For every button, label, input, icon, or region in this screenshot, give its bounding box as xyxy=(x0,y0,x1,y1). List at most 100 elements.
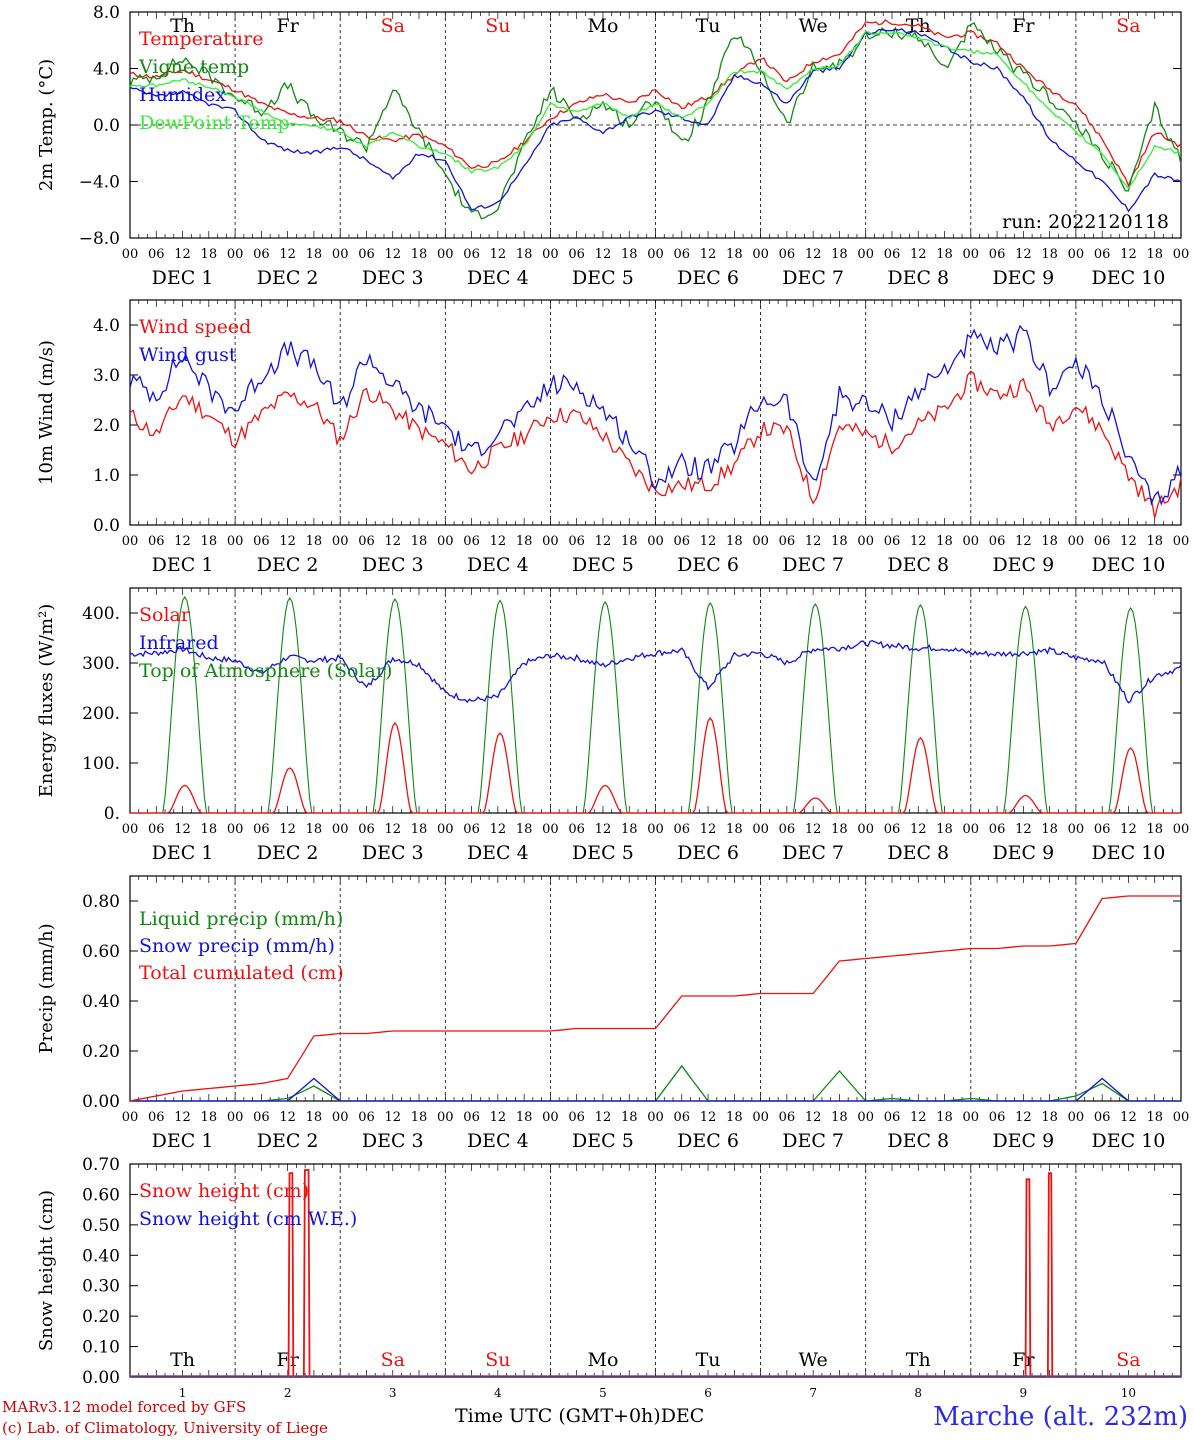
station-label: Marche (alt. 232m) xyxy=(933,1402,1188,1432)
hour-label: 06 xyxy=(148,534,165,549)
hour-label: 06 xyxy=(779,822,796,837)
hour-label: 12 xyxy=(384,247,401,262)
hour-label: 18 xyxy=(936,822,953,837)
day-number-label: 6 xyxy=(704,1386,712,1400)
hour-label: 18 xyxy=(726,1110,743,1125)
y-tick-label: 4.0 xyxy=(93,60,120,80)
hour-label: 18 xyxy=(201,247,218,262)
hour-label: 00 xyxy=(542,247,559,262)
series-line xyxy=(129,19,1182,188)
hour-label: 18 xyxy=(831,1110,848,1125)
run-label: run: 2022120118 xyxy=(1002,211,1169,233)
hour-label: 00 xyxy=(963,822,980,837)
date-label: DEC 8 xyxy=(887,267,949,289)
y-axis-label: 10m Wind (m/s) xyxy=(36,340,57,485)
snow-spike xyxy=(287,1172,295,1378)
day-name: Tu xyxy=(696,1349,721,1371)
day-name: We xyxy=(799,15,828,37)
hour-label: 18 xyxy=(831,822,848,837)
date-label: DEC 10 xyxy=(1092,554,1166,576)
legend-entry: DewPoint Temp xyxy=(139,112,290,134)
hour-label: 18 xyxy=(1041,534,1058,549)
hour-label: 18 xyxy=(411,822,428,837)
hour-label: 18 xyxy=(936,1110,953,1125)
hour-label: 06 xyxy=(358,247,375,262)
day-number-label: 1 xyxy=(179,1386,187,1400)
hour-label: 00 xyxy=(122,822,139,837)
hour-label: 06 xyxy=(884,822,901,837)
hour-label: 06 xyxy=(568,822,585,837)
day-name: Fr xyxy=(277,15,300,37)
hour-label: 18 xyxy=(201,822,218,837)
date-label: DEC 10 xyxy=(1092,842,1166,864)
hour-label: 18 xyxy=(1041,1110,1058,1125)
hour-label: 00 xyxy=(1068,822,1085,837)
hour-label: 18 xyxy=(621,1110,638,1125)
legend-entry: Liquid precip (mm/h) xyxy=(139,908,343,930)
legend-entry: Humidex xyxy=(139,84,226,106)
hour-label: 12 xyxy=(910,1110,927,1125)
hour-label: 06 xyxy=(1094,822,1111,837)
y-tick-label: −4.0 xyxy=(79,173,120,193)
hour-label: 12 xyxy=(1120,247,1137,262)
day-number-label: 10 xyxy=(1121,1386,1136,1400)
date-label: DEC 3 xyxy=(362,554,424,576)
hour-label: 12 xyxy=(1120,822,1137,837)
hour-label: 18 xyxy=(726,822,743,837)
date-label: DEC 5 xyxy=(572,267,634,289)
hour-label: 00 xyxy=(857,1110,874,1125)
hour-label: 06 xyxy=(358,534,375,549)
y-tick-label: 0.40 xyxy=(82,1246,120,1266)
hour-label: 12 xyxy=(279,822,296,837)
hour-label: 18 xyxy=(411,534,428,549)
hour-label: 06 xyxy=(779,534,796,549)
hour-label: 00 xyxy=(437,534,454,549)
hour-label: 00 xyxy=(857,822,874,837)
hour-label: 06 xyxy=(884,534,901,549)
hour-label: 00 xyxy=(1068,247,1085,262)
y-tick-label: 0.20 xyxy=(82,1307,120,1327)
hour-label: 00 xyxy=(857,247,874,262)
hour-label: 18 xyxy=(831,247,848,262)
hour-label: 18 xyxy=(936,247,953,262)
hour-label: 00 xyxy=(332,822,349,837)
hour-label: 00 xyxy=(752,1110,769,1125)
y-tick-label: 1.0 xyxy=(93,466,120,486)
panel-frame xyxy=(129,587,1182,814)
date-label: DEC 9 xyxy=(992,1130,1054,1152)
series-line xyxy=(129,22,1182,220)
hour-label: 12 xyxy=(910,247,927,262)
date-label: DEC 2 xyxy=(257,554,319,576)
hour-label: 12 xyxy=(700,534,717,549)
y-tick-label: 300. xyxy=(82,654,120,674)
date-label: DEC 1 xyxy=(152,267,214,289)
hour-label: 06 xyxy=(989,1110,1006,1125)
hour-label: 06 xyxy=(674,247,691,262)
hour-label: 06 xyxy=(1094,534,1111,549)
hour-label: 00 xyxy=(437,247,454,262)
day-name: Fr xyxy=(1012,1349,1035,1371)
hour-label: 18 xyxy=(831,534,848,549)
hour-label: 00 xyxy=(332,1110,349,1125)
time-axis-label: Time UTC (GMT+0h)DEC xyxy=(455,1405,704,1427)
hour-label: 18 xyxy=(306,247,323,262)
hour-label: 06 xyxy=(148,822,165,837)
legend-entry: Wind gust xyxy=(139,344,237,366)
hour-label: 00 xyxy=(752,247,769,262)
y-tick-label: 0.40 xyxy=(82,992,120,1012)
hour-label: 12 xyxy=(174,822,191,837)
series-line xyxy=(129,28,1182,213)
hour-label: 06 xyxy=(253,1110,270,1125)
day-name: Sa xyxy=(1116,15,1140,37)
hour-label: 06 xyxy=(1094,247,1111,262)
day-name: Th xyxy=(906,1349,931,1371)
hour-label: 00 xyxy=(647,247,664,262)
hour-label: 18 xyxy=(1146,822,1163,837)
hour-label: 18 xyxy=(726,534,743,549)
legend-entry: Total cumulated (cm) xyxy=(139,962,344,984)
hour-label: 18 xyxy=(1146,534,1163,549)
snow-spike xyxy=(1024,1178,1032,1378)
hour-label: 00 xyxy=(1173,822,1190,837)
hour-label: 12 xyxy=(279,1110,296,1125)
hour-label: 06 xyxy=(568,1110,585,1125)
